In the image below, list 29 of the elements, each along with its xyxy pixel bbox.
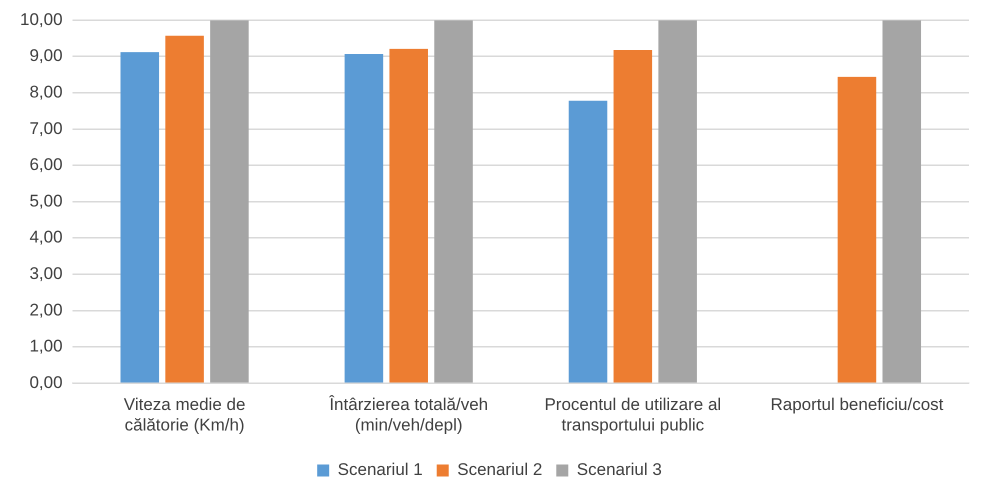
bar: [614, 50, 652, 382]
legend-label: Scenariul 2: [457, 460, 542, 480]
bar: [344, 54, 384, 382]
bar: [434, 20, 473, 382]
y-tick-label: 10,00: [20, 10, 63, 29]
bar: [838, 76, 876, 382]
y-tick-label: 1,00: [29, 336, 63, 356]
bar: [568, 100, 608, 382]
bar: [120, 52, 160, 382]
y-tick-label: 8,00: [29, 82, 63, 102]
y-tick-label: 9,00: [29, 46, 63, 66]
y-tick-label: 6,00: [29, 155, 63, 174]
y-tick-label: 5,00: [29, 191, 63, 210]
bar: [210, 20, 249, 382]
bar: [165, 36, 204, 382]
x-tick-label: Întârzierea totală/veh (min/veh/depl): [328, 395, 488, 434]
x-tick-label: Raportul beneficiu/cost: [770, 395, 944, 414]
bar: [389, 48, 428, 382]
y-tick-label: 7,00: [29, 118, 63, 138]
x-tick-label: Viteza medie de călătorie (Km/h): [124, 395, 246, 434]
bar: [658, 20, 697, 382]
y-tick-label: 0,00: [29, 372, 63, 392]
y-tick-label: 4,00: [29, 228, 63, 247]
legend-label: Scenariul 1: [338, 460, 423, 480]
legend-label: Scenariul 3: [576, 460, 662, 480]
bar: [882, 20, 922, 382]
x-tick-label: Procentul de utilizare al transportului public: [544, 395, 722, 434]
y-tick-label: 2,00: [29, 300, 63, 320]
y-tick-label: 3,00: [29, 264, 63, 283]
